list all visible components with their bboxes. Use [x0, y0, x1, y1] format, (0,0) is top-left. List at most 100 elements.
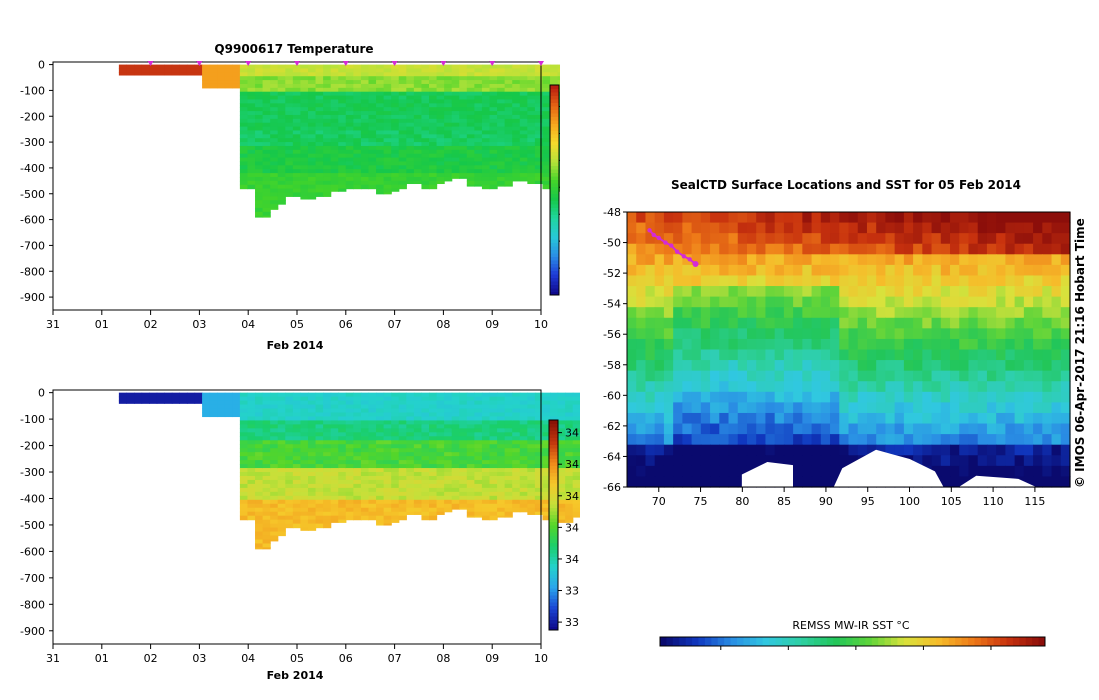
section-cell [550, 396, 559, 402]
section-cell [353, 91, 362, 97]
section-cell [209, 72, 218, 77]
section-cell [557, 495, 566, 501]
section-cell [383, 161, 392, 166]
section-cell [497, 111, 506, 116]
section-cell [474, 392, 483, 398]
section-cell [262, 396, 271, 402]
section-cell [542, 499, 551, 505]
section-cell [330, 80, 339, 85]
section-cell [391, 169, 400, 174]
section-cell [444, 479, 453, 485]
section-cell [481, 404, 491, 410]
section-cell [413, 72, 423, 77]
section-cell [451, 161, 460, 166]
section-cell [383, 444, 392, 449]
section-cell [315, 99, 324, 104]
section-cell [383, 103, 392, 108]
section-cell [255, 404, 264, 410]
section-cell [391, 165, 400, 170]
section-cell [512, 424, 521, 429]
section-cell [292, 138, 302, 143]
section-cell [466, 95, 475, 101]
section-cell [353, 464, 362, 469]
section-cell [315, 460, 324, 465]
section-cell [406, 149, 415, 155]
section-cell [315, 491, 324, 497]
section-cell [186, 72, 196, 76]
section-cell [504, 400, 513, 406]
section-cell [353, 161, 362, 166]
section-cell [504, 138, 513, 143]
section-cell [239, 142, 249, 147]
section-cell [413, 142, 423, 147]
section-cell [239, 157, 249, 163]
section-cell [376, 424, 385, 429]
section-cell [255, 68, 264, 73]
section-cell [247, 515, 256, 521]
section-cell [534, 165, 544, 170]
section-cell [436, 472, 445, 477]
section-cell [459, 114, 468, 120]
section-cell [444, 424, 453, 429]
section-cell [406, 76, 415, 81]
section-cell [519, 118, 528, 124]
section-cell [451, 440, 460, 445]
section-cell [383, 495, 392, 501]
section-cell [398, 72, 407, 77]
section-cell [300, 499, 309, 505]
section-cell [376, 68, 385, 73]
section-cell [444, 499, 453, 505]
section-cell [474, 424, 483, 429]
section-cell [239, 515, 249, 521]
section-cell [345, 416, 354, 422]
section-cell [391, 472, 400, 477]
section-cell [542, 107, 551, 112]
section-cell [436, 114, 445, 120]
section-cell [512, 91, 521, 97]
section-cell [247, 396, 256, 402]
section-cell [262, 169, 271, 174]
section-cell [376, 122, 385, 128]
section-cell [542, 72, 551, 77]
section-cell [368, 114, 377, 120]
section-cell [262, 134, 271, 139]
colorbar-swatch [550, 158, 559, 163]
section-cell [194, 64, 203, 70]
section-cell [383, 416, 392, 422]
section-cell [338, 184, 347, 190]
section-cell [474, 72, 483, 77]
section-cell [512, 475, 521, 481]
section-cell [307, 475, 317, 481]
section-cell [451, 95, 460, 101]
section-cell [436, 157, 445, 163]
section-cell [315, 396, 324, 402]
section-cell [421, 107, 430, 112]
section-cell [565, 392, 574, 398]
sst-cell [765, 212, 776, 224]
sst-cell [885, 212, 896, 224]
section-cell [466, 118, 475, 124]
section-cell [542, 412, 551, 418]
section-cell [451, 114, 460, 120]
section-cell [368, 111, 377, 116]
y-tick-label: -800 [20, 598, 45, 611]
section-cell [277, 188, 286, 194]
section-cell [307, 452, 317, 457]
section-cell [474, 145, 483, 151]
section-cell [194, 68, 203, 73]
section-cell [466, 428, 475, 433]
section-cell [489, 400, 498, 406]
section-cell [262, 184, 271, 190]
section-cell [398, 472, 407, 477]
colorbar-swatch [550, 232, 559, 236]
section-cell [360, 420, 370, 425]
colorbar-swatch [550, 239, 559, 243]
section-cell [557, 483, 566, 489]
section-cell [421, 134, 430, 139]
section-cell [247, 91, 256, 97]
section-cell [512, 99, 521, 104]
section-cell [429, 138, 438, 143]
colorbar-swatch [549, 497, 558, 501]
section-cell [398, 428, 407, 433]
section-cell [360, 424, 370, 429]
